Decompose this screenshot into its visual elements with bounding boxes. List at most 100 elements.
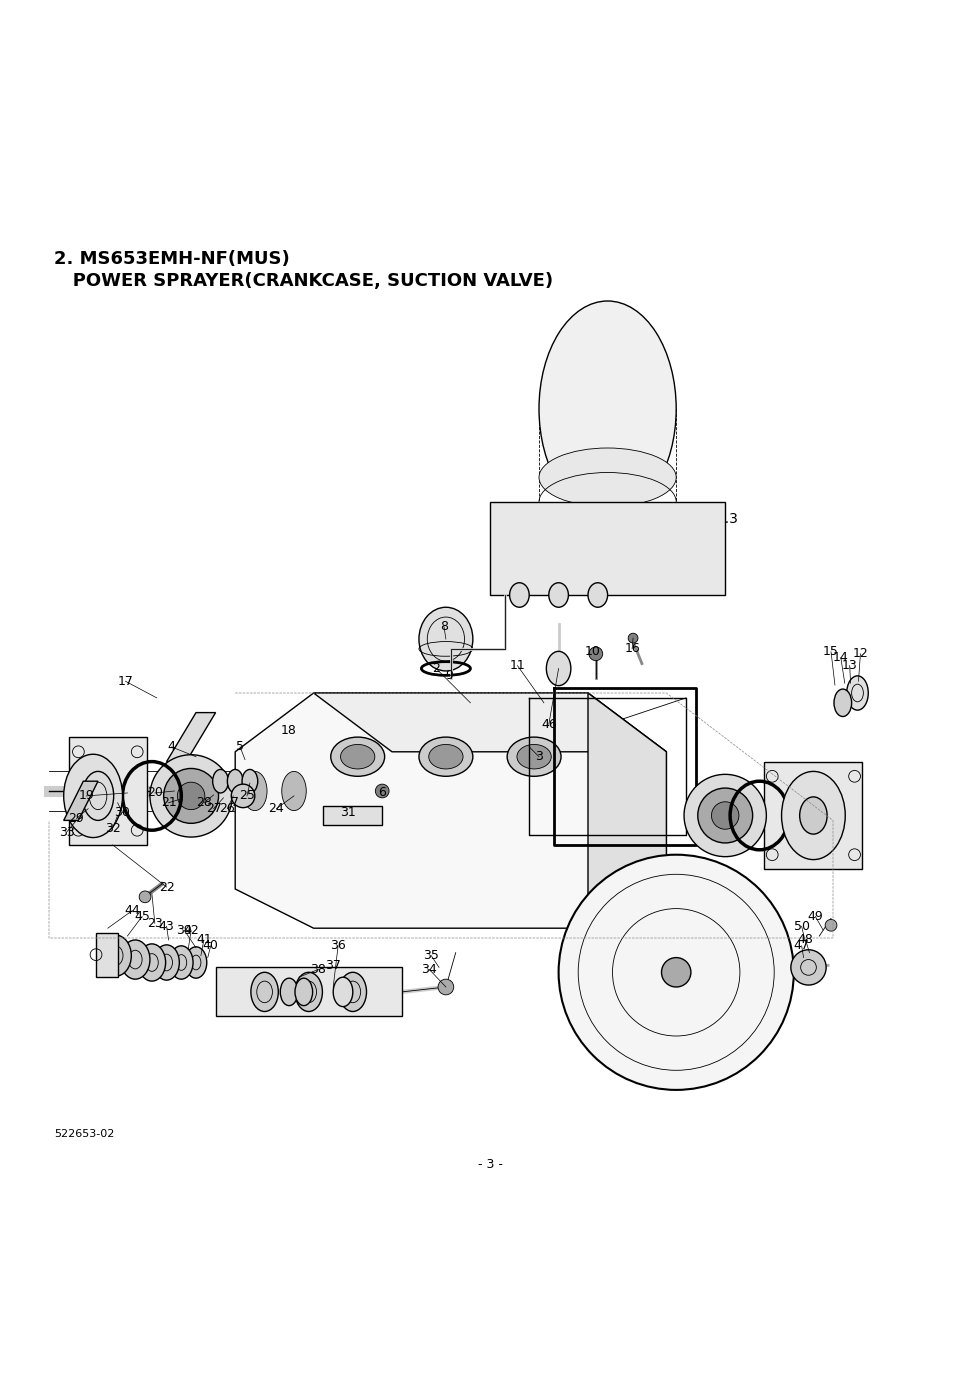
Text: 42: 42 bbox=[183, 923, 199, 937]
Text: 27: 27 bbox=[206, 802, 221, 815]
Ellipse shape bbox=[82, 772, 114, 821]
Text: 47: 47 bbox=[794, 940, 809, 952]
Text: 35: 35 bbox=[423, 949, 439, 962]
Text: 46: 46 bbox=[541, 718, 557, 730]
Text: 12: 12 bbox=[853, 647, 868, 660]
Text: 34: 34 bbox=[421, 963, 437, 976]
Polygon shape bbox=[764, 761, 862, 869]
Ellipse shape bbox=[242, 769, 258, 793]
Text: 44: 44 bbox=[124, 904, 140, 918]
Polygon shape bbox=[490, 502, 725, 595]
Text: 18: 18 bbox=[281, 723, 297, 737]
Text: 25: 25 bbox=[239, 790, 255, 802]
Polygon shape bbox=[588, 693, 666, 929]
Ellipse shape bbox=[204, 772, 227, 811]
Polygon shape bbox=[64, 782, 98, 821]
Text: Fig.3: Fig.3 bbox=[706, 511, 739, 525]
Circle shape bbox=[139, 891, 151, 902]
Circle shape bbox=[231, 784, 255, 808]
Ellipse shape bbox=[419, 737, 473, 776]
Text: 3: 3 bbox=[535, 750, 543, 764]
Text: 10: 10 bbox=[585, 646, 601, 658]
Circle shape bbox=[628, 633, 638, 643]
Text: 9: 9 bbox=[445, 669, 453, 682]
Text: 38: 38 bbox=[311, 963, 326, 976]
Text: 36: 36 bbox=[330, 940, 346, 952]
Text: 28: 28 bbox=[196, 797, 212, 809]
Text: 40: 40 bbox=[203, 940, 219, 952]
Ellipse shape bbox=[164, 772, 188, 811]
Ellipse shape bbox=[280, 979, 298, 1006]
Text: 29: 29 bbox=[69, 812, 84, 825]
Text: 37: 37 bbox=[325, 959, 341, 972]
Text: 26: 26 bbox=[220, 802, 235, 815]
Circle shape bbox=[375, 784, 389, 798]
Text: 21: 21 bbox=[161, 797, 176, 809]
Circle shape bbox=[791, 949, 826, 985]
Text: 13: 13 bbox=[842, 660, 858, 672]
Text: 30: 30 bbox=[115, 807, 130, 819]
Text: 33: 33 bbox=[59, 826, 74, 839]
Text: 43: 43 bbox=[159, 920, 174, 933]
Text: 50: 50 bbox=[794, 920, 809, 933]
Text: 32: 32 bbox=[105, 822, 121, 834]
Text: 48: 48 bbox=[798, 933, 813, 947]
Circle shape bbox=[150, 755, 232, 837]
Text: 39: 39 bbox=[176, 923, 192, 937]
Ellipse shape bbox=[847, 676, 868, 710]
Polygon shape bbox=[314, 693, 666, 751]
Circle shape bbox=[589, 647, 603, 661]
Ellipse shape bbox=[341, 744, 374, 769]
Circle shape bbox=[177, 782, 205, 809]
Ellipse shape bbox=[339, 973, 367, 1012]
Ellipse shape bbox=[508, 737, 562, 776]
Ellipse shape bbox=[295, 979, 313, 1006]
Polygon shape bbox=[96, 933, 118, 977]
Circle shape bbox=[559, 855, 794, 1089]
Ellipse shape bbox=[121, 940, 150, 979]
Ellipse shape bbox=[138, 944, 166, 981]
Circle shape bbox=[164, 768, 219, 823]
Ellipse shape bbox=[64, 754, 122, 837]
Polygon shape bbox=[323, 805, 382, 825]
Text: 11: 11 bbox=[510, 660, 525, 672]
Text: 49: 49 bbox=[808, 911, 823, 923]
Ellipse shape bbox=[510, 582, 529, 607]
Text: 5: 5 bbox=[236, 740, 244, 754]
Circle shape bbox=[438, 979, 454, 995]
Ellipse shape bbox=[213, 769, 228, 793]
Text: 7: 7 bbox=[231, 797, 239, 809]
Ellipse shape bbox=[170, 945, 193, 979]
Ellipse shape bbox=[782, 772, 845, 859]
Circle shape bbox=[684, 775, 766, 857]
Text: - 3 -: - 3 - bbox=[477, 1157, 503, 1171]
Circle shape bbox=[662, 958, 691, 987]
Circle shape bbox=[825, 919, 837, 931]
Ellipse shape bbox=[100, 936, 131, 976]
Ellipse shape bbox=[154, 945, 179, 980]
Text: 19: 19 bbox=[78, 790, 94, 802]
Ellipse shape bbox=[227, 769, 243, 793]
Ellipse shape bbox=[243, 772, 267, 811]
Ellipse shape bbox=[331, 737, 384, 776]
Ellipse shape bbox=[185, 947, 207, 979]
Text: 22: 22 bbox=[159, 880, 174, 894]
Polygon shape bbox=[69, 737, 147, 845]
Ellipse shape bbox=[547, 651, 570, 686]
Ellipse shape bbox=[419, 607, 473, 671]
Text: 45: 45 bbox=[134, 911, 150, 923]
Ellipse shape bbox=[539, 301, 676, 517]
Text: 4: 4 bbox=[168, 740, 175, 754]
Circle shape bbox=[698, 789, 753, 843]
Polygon shape bbox=[216, 967, 402, 1016]
Ellipse shape bbox=[517, 744, 551, 769]
Ellipse shape bbox=[588, 582, 608, 607]
Text: 23: 23 bbox=[147, 916, 163, 930]
Ellipse shape bbox=[429, 744, 464, 769]
Text: POWER SPRAYER(CRANKCASE, SUCTION VALVE): POWER SPRAYER(CRANKCASE, SUCTION VALVE) bbox=[54, 272, 553, 290]
Ellipse shape bbox=[333, 977, 353, 1006]
Circle shape bbox=[711, 801, 739, 829]
Ellipse shape bbox=[80, 779, 106, 814]
Text: 20: 20 bbox=[147, 786, 163, 800]
Ellipse shape bbox=[834, 689, 852, 717]
